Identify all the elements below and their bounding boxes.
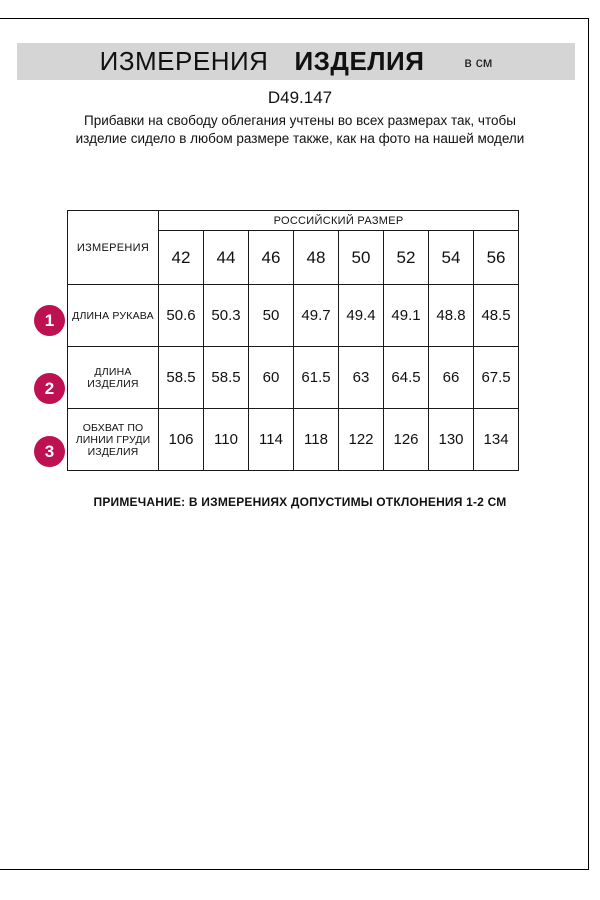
- cell-chest-44: 110: [203, 408, 249, 471]
- cell-length-42: 58.5: [158, 346, 204, 409]
- cell-chest-50: 122: [338, 408, 384, 471]
- cell-length-54: 66: [428, 346, 474, 409]
- cell-chest-52: 126: [383, 408, 429, 471]
- size-header-54: 54: [428, 230, 474, 285]
- size-header-44: 44: [203, 230, 249, 285]
- cell-length-52: 64.5: [383, 346, 429, 409]
- cell-sleeve-54: 48.8: [428, 284, 474, 347]
- cell-chest-54: 130: [428, 408, 474, 471]
- cell-chest-48: 118: [293, 408, 339, 471]
- cell-sleeve-50: 49.4: [338, 284, 384, 347]
- row-label-product-length: ДЛИНА ИЗДЕЛИЯ: [67, 346, 159, 409]
- cell-sleeve-52: 49.1: [383, 284, 429, 347]
- title-measurements: ИЗМЕРЕНИЯ: [99, 46, 269, 76]
- table-row-product-length: ДЛИНА ИЗДЕЛИЯ 58.5 58.5 60 61.5 63 64.5 …: [67, 346, 520, 409]
- cell-chest-46: 114: [248, 408, 294, 471]
- row-label-chest-girth: ОБХВАТ ПО ЛИНИИ ГРУДИ ИЗДЕЛИЯ: [67, 408, 159, 471]
- size-header-50: 50: [338, 230, 384, 285]
- product-code: D49.147: [267, 88, 333, 107]
- title-units: в см: [464, 53, 493, 70]
- table-row-chest-girth: ОБХВАТ ПО ЛИНИИ ГРУДИ ИЗДЕЛИЯ 106 110 11…: [67, 408, 520, 471]
- cell-sleeve-42: 50.6: [158, 284, 204, 347]
- step-badge-3: 3: [34, 436, 65, 467]
- title-band: ИЗМЕРЕНИЯ ИЗДЕЛИЯ в см: [17, 43, 575, 80]
- footer-note: ПРИМЕЧАНИЕ: В ИЗМЕРЕНИЯХ ДОПУСТИМЫ ОТКЛО…: [93, 495, 507, 509]
- cell-sleeve-56: 48.5: [472, 284, 520, 347]
- title-product: ИЗДЕЛИЯ: [294, 46, 425, 76]
- cell-length-56: 67.5: [472, 346, 520, 409]
- size-header-56: 56: [472, 230, 520, 285]
- cell-sleeve-46: 50: [248, 284, 294, 347]
- table-head: ИЗМЕРЕНИЯ РОССИЙСКИЙ РАЗМЕР 42 44 46 48 …: [67, 210, 520, 285]
- group-header: РОССИЙСКИЙ РАЗМЕР: [157, 210, 520, 231]
- step-badge-1: 1: [34, 305, 65, 336]
- size-header-48: 48: [293, 230, 339, 285]
- corner-label: ИЗМЕРЕНИЯ: [67, 210, 159, 285]
- cell-chest-56: 134: [472, 408, 520, 471]
- table-row-sleeve-length: ДЛИНА РУКАВА 50.6 50.3 50 49.7 49.4 49.1…: [67, 284, 520, 347]
- intro-note: Прибавки на свободу облегания учтены во …: [75, 113, 525, 146]
- size-header-52: 52: [383, 230, 429, 285]
- size-header-46: 46: [248, 230, 294, 285]
- cell-length-44: 58.5: [203, 346, 249, 409]
- group-header-row: ИЗМЕРЕНИЯ РОССИЙСКИЙ РАЗМЕР: [67, 210, 520, 285]
- cell-length-48: 61.5: [293, 346, 339, 409]
- cell-length-50: 63: [338, 346, 384, 409]
- size-table: ИЗМЕРЕНИЯ РОССИЙСКИЙ РАЗМЕР 42 44 46 48 …: [67, 210, 520, 471]
- cell-chest-42: 106: [158, 408, 204, 471]
- table-body: ДЛИНА РУКАВА 50.6 50.3 50 49.7 49.4 49.1…: [67, 284, 520, 471]
- size-header-42: 42: [158, 230, 204, 285]
- row-label-sleeve-length: ДЛИНА РУКАВА: [67, 284, 159, 347]
- cell-length-46: 60: [248, 346, 294, 409]
- cell-sleeve-48: 49.7: [293, 284, 339, 347]
- step-badge-2: 2: [34, 373, 65, 404]
- cell-sleeve-44: 50.3: [203, 284, 249, 347]
